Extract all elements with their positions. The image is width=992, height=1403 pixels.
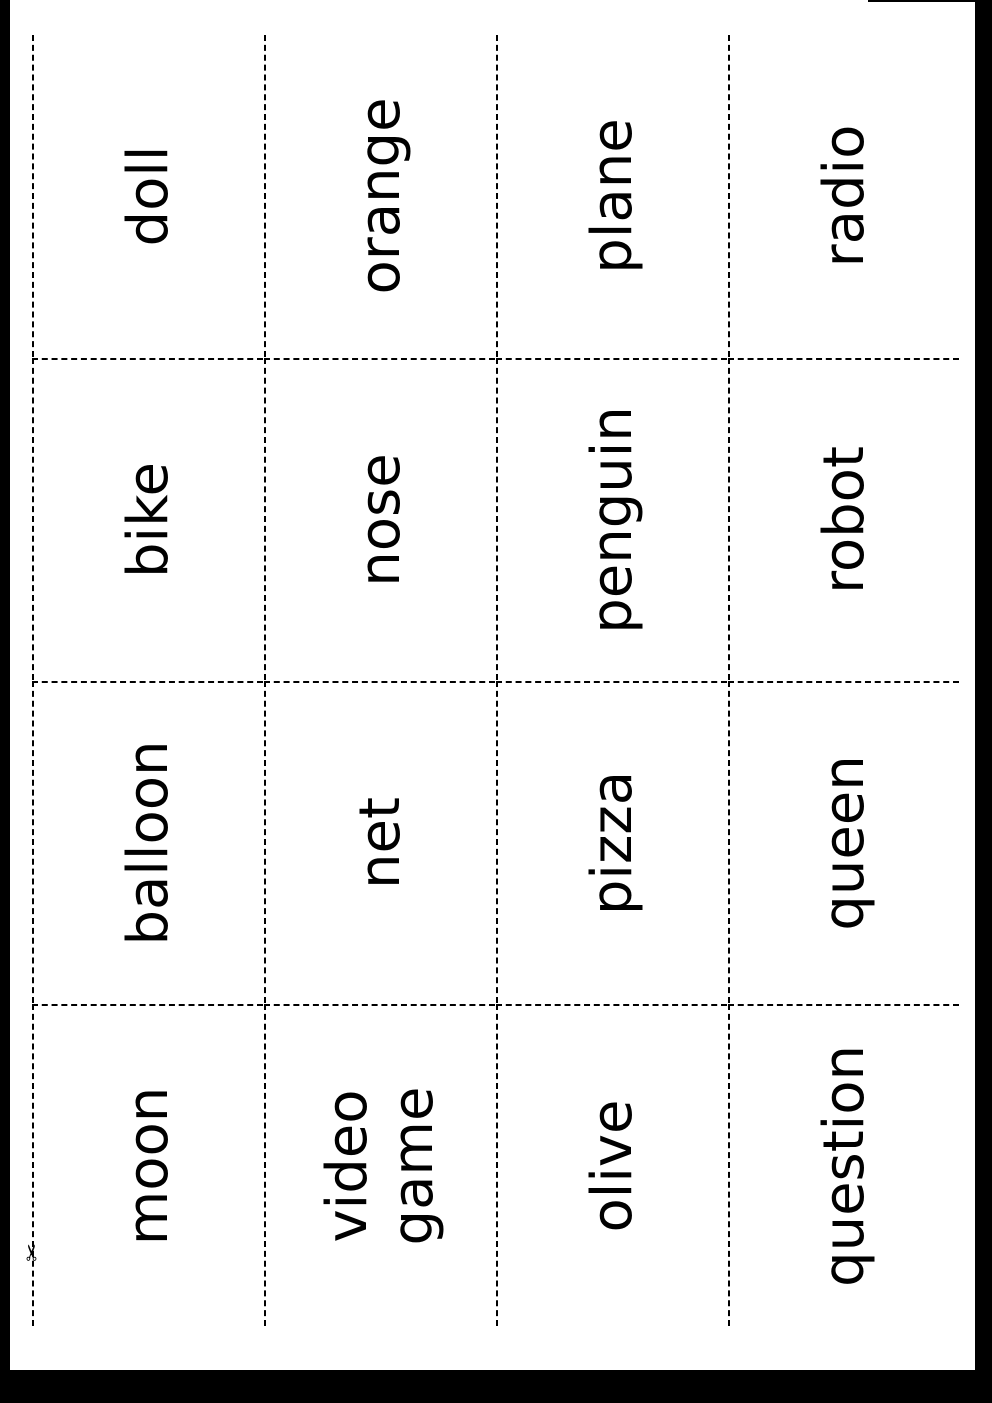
word-card: penguin [496, 358, 727, 680]
word-card: bike [32, 358, 263, 680]
word-card: queen [728, 681, 959, 1003]
scissors-icon: ✂ [20, 1243, 46, 1262]
scan-edge [868, 0, 992, 2]
card-word: doll [115, 145, 181, 247]
card-word: robot [811, 446, 877, 594]
card-word: question [811, 1045, 877, 1287]
card-word: balloon [115, 740, 181, 946]
word-card-grid: doll bike balloon moon orange nose net video ga… [32, 35, 959, 1326]
word-card: video game [264, 1004, 495, 1326]
word-card: moon [32, 1004, 263, 1326]
card-word: pizza [579, 770, 645, 916]
card-word: nose [347, 453, 413, 587]
card-word: penguin [579, 406, 645, 634]
word-card: robot [728, 358, 959, 680]
word-card: pizza [496, 681, 727, 1003]
word-card: radio [728, 35, 959, 357]
word-card: orange [264, 35, 495, 357]
worksheet-page: doll bike balloon moon orange nose net video ga… [10, 0, 975, 1370]
card-word: queen [811, 755, 877, 931]
card-word: net [347, 797, 413, 889]
card-word: plane [579, 118, 645, 274]
word-card: plane [496, 35, 727, 357]
card-word: moon [115, 1086, 181, 1246]
word-card: olive [496, 1004, 727, 1326]
word-card: balloon [32, 681, 263, 1003]
card-word: video game [314, 1086, 446, 1246]
word-card: doll [32, 35, 263, 357]
word-card: net [264, 681, 495, 1003]
word-card: nose [264, 358, 495, 680]
card-word: orange [347, 97, 413, 295]
card-word: bike [115, 462, 181, 578]
word-card: question [728, 1004, 959, 1326]
card-word: olive [579, 1099, 645, 1233]
card-word: radio [811, 124, 877, 268]
